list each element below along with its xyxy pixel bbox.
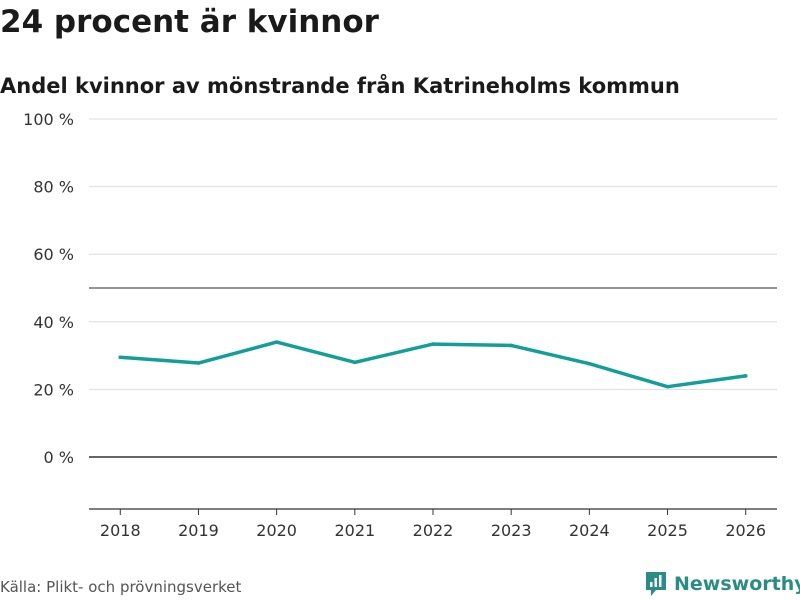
x-tick-label: 2019: [178, 521, 219, 540]
data-point: [118, 355, 123, 360]
series-line: [118, 340, 748, 389]
data-point: [743, 374, 748, 378]
data-point: [196, 361, 201, 365]
source-note: Källa: Plikt- och prövningsverket: [0, 578, 242, 596]
y-tick-label: 20 %: [33, 380, 74, 399]
y-tick-label: 0 %: [44, 448, 74, 467]
data-point: [431, 342, 435, 346]
y-tick-label: 100 %: [23, 110, 74, 129]
y-tick-label: 40 %: [33, 313, 74, 332]
data-point: [665, 384, 670, 389]
data-point: [353, 360, 357, 365]
data-point: [274, 340, 279, 344]
x-tick-label: 2018: [100, 521, 141, 540]
data-point: [509, 343, 513, 348]
data-point: [587, 361, 592, 366]
line-chart: 0 % 20 % 40 % 60 % 80 % 100 % 2018 2019 2020 2021…: [23, 110, 777, 540]
newsworthy-logo-icon: [646, 572, 666, 596]
y-tick-label: 60 %: [33, 245, 74, 264]
brand-logo: Newsworthy: [644, 570, 800, 598]
brand-name: Newsworthy: [674, 573, 800, 595]
x-tick-label: 2020: [256, 521, 297, 540]
chart-title: 24 procent är kvinnor: [0, 4, 379, 40]
x-tick-label: 2022: [413, 521, 454, 540]
x-tick-label: 2024: [569, 521, 610, 540]
x-tick-label: 2023: [491, 521, 532, 540]
y-tick-label: 80 %: [33, 178, 74, 197]
x-tick-label: 2025: [647, 521, 688, 540]
chart-subtitle: Andel kvinnor av mönstrande från Katrine…: [0, 74, 680, 98]
x-tick-label: 2026: [725, 521, 766, 540]
x-tick-label: 2021: [334, 521, 375, 540]
